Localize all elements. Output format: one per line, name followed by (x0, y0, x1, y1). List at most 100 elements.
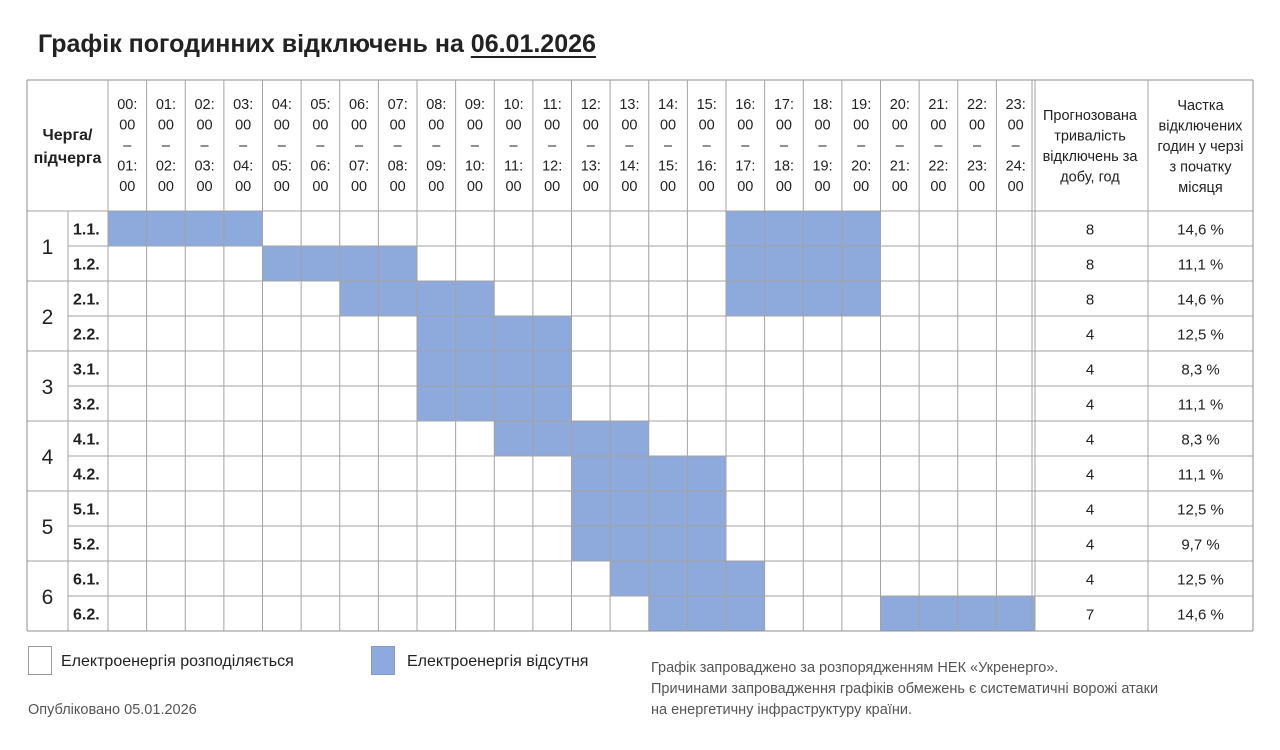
outage-cell (726, 281, 765, 316)
share-header-text: відключених (1159, 119, 1244, 135)
duration-value: 4 (1086, 537, 1094, 554)
hour-header-text: 00 (1008, 118, 1024, 134)
share-value: 11,1 % (1178, 257, 1224, 274)
hour-header-text: 00 (274, 118, 290, 134)
hour-header-text: 12: (542, 159, 562, 175)
hour-header-text: 00 (119, 179, 135, 195)
outage-cell (610, 421, 649, 456)
hour-header-text: 00 (235, 118, 251, 134)
hour-header-text: 00 (660, 118, 676, 134)
outage-cell (764, 281, 804, 316)
hour-header-text: – (548, 138, 557, 154)
outage-schedule-table: Черга/підчерга 00: 00 – 01: 00 01: 00 – 02: 00 02: 0… (26, 79, 1254, 632)
hour-header-text: 00 (699, 179, 715, 195)
hour-header-text: 12: (581, 97, 601, 113)
hour-header-text: 15: (658, 159, 678, 175)
hour-header-text: 03: (233, 97, 253, 113)
duration-value: 4 (1086, 327, 1094, 344)
hour-header-text: – (432, 138, 441, 154)
hour-header-text: 00 (776, 179, 792, 195)
hour-header-text: 18: (812, 97, 832, 113)
hour-header-text: 00 (351, 118, 367, 134)
queue-header-text: Черга/ (43, 127, 93, 144)
legend-label-off: Електроенергія відсутня (407, 653, 589, 670)
outage-cell (455, 386, 495, 421)
duration-value: 4 (1086, 432, 1094, 449)
queue-number: 1 (42, 236, 54, 259)
outage-cell (957, 596, 997, 631)
hour-header-text: – (510, 138, 519, 154)
hour-header-text: 11: (504, 159, 523, 175)
title-prefix: Графік погодинних відключень на (38, 30, 464, 58)
outage-cell (417, 281, 456, 316)
outage-cell (610, 526, 649, 561)
outage-cell (301, 246, 340, 281)
subqueue-label: 4.1. (73, 432, 100, 449)
subqueue-label: 3.1. (73, 362, 100, 379)
share-value: 11,1 % (1178, 467, 1224, 484)
hour-header-text: 00 (505, 118, 521, 134)
duration-header-text: добу, год (1060, 170, 1120, 186)
outage-cell (378, 246, 417, 281)
hour-header-text: 21: (928, 97, 948, 113)
subqueue-label: 1.1. (73, 222, 100, 239)
note-line: на енергетичну інфраструктуру країни. (651, 702, 912, 718)
hour-header-text: 14: (619, 159, 639, 175)
duration-value: 8 (1086, 257, 1094, 274)
hour-header-text: 11: (543, 97, 562, 113)
hour-header-text: 02: (156, 159, 176, 175)
duration-header-text: Прогнозована (1043, 108, 1138, 124)
outage-cell (571, 421, 611, 456)
subqueue-label: 6.2. (73, 607, 100, 624)
hour-header-text: 00 (544, 118, 560, 134)
subqueue-label: 3.2. (73, 397, 100, 414)
hour-header-text: – (703, 138, 712, 154)
hour-header-text: 00 (119, 118, 135, 134)
outage-cell (417, 386, 456, 421)
queue-number: 3 (42, 376, 54, 399)
hour-header-text: – (857, 138, 866, 154)
share-value: 14,6 % (1177, 607, 1224, 624)
hour-header-text: 00 (660, 179, 676, 195)
outage-cell (803, 246, 842, 281)
hour-header-text: – (819, 138, 828, 154)
hour-header-text: 24: (1006, 159, 1026, 175)
hour-header-text: 00 (892, 179, 908, 195)
duration-header-text: відключень за (1043, 149, 1139, 165)
hour-header-text: 07: (349, 159, 369, 175)
outage-cell (417, 351, 456, 386)
hour-header-text: 02: (194, 97, 214, 113)
duration-value: 7 (1086, 607, 1094, 624)
subqueue-label: 5.2. (73, 537, 100, 554)
hour-header-text: 16: (697, 159, 717, 175)
outage-cell (687, 491, 726, 526)
hour-header-text: – (934, 138, 943, 154)
outage-cell (571, 526, 611, 561)
subqueue-label: 2.2. (73, 327, 100, 344)
share-value: 12,5 % (1177, 327, 1224, 344)
outage-cell (532, 386, 572, 421)
outage-cell (494, 316, 533, 351)
hour-header-text: – (355, 138, 364, 154)
outage-cell (648, 526, 688, 561)
outage-cell (571, 456, 611, 491)
hour-header-text: – (973, 138, 982, 154)
duration-value: 8 (1086, 292, 1094, 309)
share-header-text: годин у черзі (1158, 139, 1244, 155)
hour-header-text: 00 (853, 118, 869, 134)
hour-header-text: 22: (967, 97, 987, 113)
hour-header-text: – (123, 138, 132, 154)
hour-header-text: 13: (619, 97, 639, 113)
duration-value: 4 (1086, 397, 1094, 414)
hour-header-text: 00 (853, 179, 869, 195)
published-date: Опубліковано 05.01.2026 (28, 702, 197, 718)
outage-cell (648, 491, 688, 526)
subqueue-label: 5.1. (73, 502, 100, 519)
hour-header-text: 03: (194, 159, 214, 175)
legend-label-on: Електроенергія розподіляється (61, 653, 294, 670)
hour-header-text: 09: (465, 97, 485, 113)
outage-cell (108, 211, 147, 246)
hour-header-text: 14: (658, 97, 678, 113)
share-header-text: Частка (1177, 98, 1224, 114)
outage-cell (726, 596, 765, 631)
